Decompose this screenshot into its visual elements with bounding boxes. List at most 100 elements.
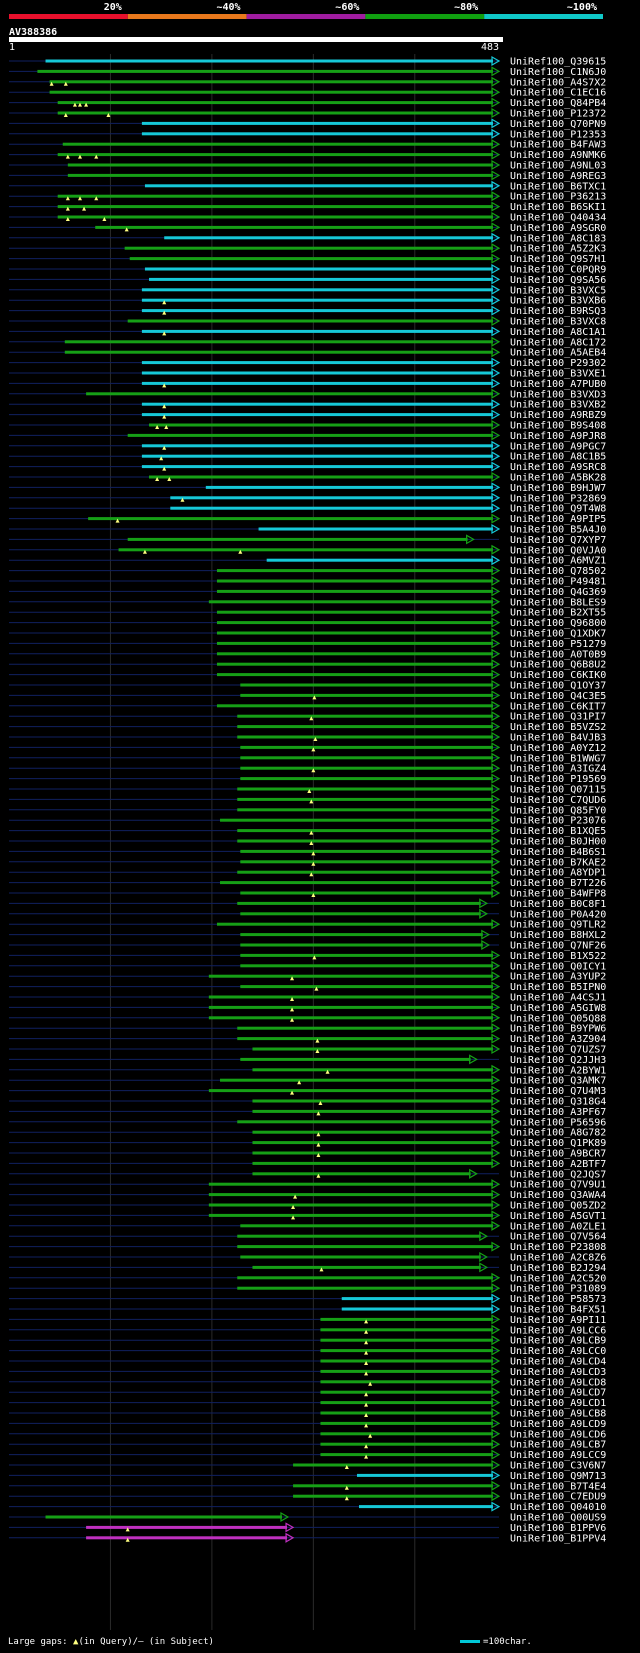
- alignment-row[interactable]: UniRef100_A9LCD3: [9, 1366, 606, 1378]
- alignment-row[interactable]: UniRef100_A8G782: [9, 1127, 606, 1139]
- alignment-row[interactable]: UniRef100_Q7UZS7: [9, 1043, 606, 1056]
- hit-label[interactable]: UniRef100_A9PGC7: [510, 441, 606, 452]
- alignment-row[interactable]: UniRef100_A9LCC0: [9, 1345, 606, 1357]
- alignment-row[interactable]: UniRef100_B9RSQ3: [9, 305, 606, 317]
- hit-label[interactable]: UniRef100_A9BCR7: [510, 1149, 606, 1160]
- alignment-row[interactable]: UniRef100_C6KIK0: [9, 669, 606, 681]
- alignment-row[interactable]: UniRef100_Q7U4M3: [9, 1085, 606, 1097]
- hit-label[interactable]: UniRef100_B5A4J0: [510, 525, 606, 536]
- alignment-row[interactable]: UniRef100_B9YPW6: [9, 1023, 606, 1035]
- hit-label[interactable]: UniRef100_A9LCD6: [510, 1429, 606, 1440]
- alignment-row[interactable]: UniRef100_C6KIT7: [9, 700, 606, 712]
- alignment-row[interactable]: UniRef100_A9LCD4: [9, 1355, 606, 1368]
- alignment-row[interactable]: UniRef100_C7QUD6: [9, 794, 606, 806]
- alignment-row[interactable]: UniRef100_P36213: [9, 191, 606, 203]
- hit-label[interactable]: UniRef100_P49481: [510, 577, 606, 588]
- alignment-row[interactable]: UniRef100_Q39615: [9, 55, 606, 68]
- hit-label[interactable]: UniRef100_C1N6J0: [510, 67, 606, 78]
- hit-label[interactable]: UniRef100_B1X522: [510, 951, 606, 962]
- alignment-row[interactable]: UniRef100_P0A420: [9, 908, 606, 920]
- hit-label[interactable]: UniRef100_Q7U4M3: [510, 1086, 606, 1097]
- alignment-row[interactable]: UniRef100_B1WWG7: [9, 752, 606, 764]
- alignment-row[interactable]: UniRef100_A9NMK6: [9, 149, 606, 161]
- alignment-row[interactable]: UniRef100_A8C183: [9, 232, 606, 244]
- hit-label[interactable]: UniRef100_B1XQE5: [510, 826, 606, 837]
- alignment-row[interactable]: UniRef100_B3VXB2: [9, 399, 606, 411]
- hit-label[interactable]: UniRef100_Q1OY37: [510, 681, 606, 692]
- alignment-row[interactable]: UniRef100_B5IPN0: [9, 981, 606, 993]
- alignment-row[interactable]: UniRef100_A8C1A1: [9, 326, 606, 338]
- hit-label[interactable]: UniRef100_B3VXC5: [510, 285, 606, 296]
- alignment-row[interactable]: UniRef100_Q04010: [9, 1501, 606, 1513]
- hit-label[interactable]: UniRef100_Q1XDK7: [510, 629, 606, 640]
- hit-label[interactable]: UniRef100_B3VXE1: [510, 369, 606, 380]
- alignment-row[interactable]: UniRef100_Q9SA56: [9, 274, 606, 286]
- alignment-row[interactable]: UniRef100_Q05ZD2: [9, 1199, 606, 1212]
- hit-label[interactable]: UniRef100_Q40434: [510, 213, 606, 224]
- alignment-row[interactable]: UniRef100_A9LCC6: [9, 1324, 606, 1336]
- alignment-row[interactable]: UniRef100_A2C8Z6: [9, 1251, 606, 1264]
- alignment-row[interactable]: UniRef100_A3Z904: [9, 1033, 606, 1045]
- hit-label[interactable]: UniRef100_A8C183: [510, 233, 606, 244]
- alignment-row[interactable]: UniRef100_A9PGC7: [9, 440, 606, 452]
- alignment-row[interactable]: UniRef100_Q7XYP7: [9, 534, 606, 546]
- alignment-row[interactable]: UniRef100_A5BK28: [9, 471, 606, 484]
- alignment-row[interactable]: UniRef100_B1XQE5: [9, 825, 606, 837]
- hit-label[interactable]: UniRef100_A9LCD3: [510, 1367, 606, 1378]
- alignment-row[interactable]: UniRef100_B3VXC5: [9, 284, 606, 296]
- alignment-row[interactable]: UniRef100_B7T4E4: [9, 1480, 606, 1492]
- alignment-row[interactable]: UniRef100_P49481: [9, 575, 606, 588]
- hit-label[interactable]: UniRef100_P58573: [510, 1294, 606, 1305]
- alignment-row[interactable]: UniRef100_C0PQR9: [9, 263, 606, 276]
- alignment-row[interactable]: UniRef100_A9LCD6: [9, 1428, 606, 1440]
- alignment-row[interactable]: UniRef100_Q9T4W8: [9, 503, 606, 515]
- hit-label[interactable]: UniRef100_C3V6N7: [510, 1461, 606, 1472]
- hit-label[interactable]: UniRef100_A8C172: [510, 337, 606, 348]
- hit-label[interactable]: UniRef100_A9SRC8: [510, 462, 606, 473]
- alignment-row[interactable]: UniRef100_A8C172: [9, 336, 606, 348]
- hit-label[interactable]: UniRef100_P0A420: [510, 909, 606, 920]
- alignment-row[interactable]: UniRef100_Q318G4: [9, 1095, 606, 1108]
- alignment-row[interactable]: UniRef100_Q1PK89: [9, 1137, 606, 1149]
- alignment-row[interactable]: UniRef100_P32869: [9, 492, 606, 504]
- alignment-row[interactable]: UniRef100_Q00US9: [9, 1511, 606, 1524]
- hit-label[interactable]: UniRef100_B9HJW7: [510, 483, 606, 494]
- alignment-row[interactable]: UniRef100_A6MVZ1: [9, 555, 606, 567]
- alignment-row[interactable]: UniRef100_A8YDP1: [9, 867, 606, 879]
- alignment-row[interactable]: UniRef100_B4B6S1: [9, 846, 606, 858]
- hit-label[interactable]: UniRef100_A3PF67: [510, 1107, 606, 1118]
- hit-label[interactable]: UniRef100_A9LCC0: [510, 1346, 606, 1357]
- hit-label[interactable]: UniRef100_B5IPN0: [510, 982, 606, 993]
- hit-label[interactable]: UniRef100_B6TXC1: [510, 181, 606, 192]
- alignment-row[interactable]: UniRef100_B3VXC8: [9, 315, 606, 328]
- hit-label[interactable]: UniRef100_B9RSQ3: [510, 306, 606, 317]
- alignment-row[interactable]: UniRef100_A7PUB0: [9, 378, 606, 390]
- alignment-row[interactable]: UniRef100_A4CSJ1: [9, 991, 606, 1004]
- hit-label[interactable]: UniRef100_A2C520: [510, 1273, 606, 1284]
- alignment-row[interactable]: UniRef100_P12353: [9, 128, 606, 140]
- hit-label[interactable]: UniRef100_B4B6S1: [510, 847, 606, 858]
- alignment-row[interactable]: UniRef100_Q96800: [9, 617, 606, 629]
- alignment-row[interactable]: UniRef100_A5GIW8: [9, 1002, 606, 1014]
- alignment-row[interactable]: UniRef100_A9SGR0: [9, 222, 606, 234]
- hit-label[interactable]: UniRef100_A3IGZ4: [510, 764, 606, 775]
- alignment-row[interactable]: UniRef100_A9PIP5: [9, 513, 606, 525]
- hit-label[interactable]: UniRef100_A2BYW1: [510, 1065, 606, 1076]
- hit-label[interactable]: UniRef100_A9PI11: [510, 1315, 606, 1326]
- alignment-row[interactable]: UniRef100_A9BCR7: [9, 1147, 606, 1160]
- hit-label[interactable]: UniRef100_B2XT55: [510, 608, 606, 619]
- hit-label[interactable]: UniRef100_A9NL03: [510, 161, 606, 172]
- alignment-row[interactable]: UniRef100_B8LES9: [9, 596, 606, 608]
- alignment-row[interactable]: UniRef100_Q0VJA0: [9, 544, 606, 556]
- alignment-row[interactable]: UniRef100_Q07115: [9, 783, 606, 796]
- hit-label[interactable]: UniRef100_B4VJB3: [510, 733, 606, 744]
- hit-label[interactable]: UniRef100_P36213: [510, 192, 606, 203]
- hit-label[interactable]: UniRef100_Q9M713: [510, 1471, 606, 1482]
- hit-label[interactable]: UniRef100_A9LCD9: [510, 1419, 606, 1430]
- hit-label[interactable]: UniRef100_A9LCC9: [510, 1450, 606, 1461]
- alignment-row[interactable]: UniRef100_B4WFP8: [9, 887, 606, 900]
- alignment-row[interactable]: UniRef100_B4FX51: [9, 1303, 606, 1316]
- hit-label[interactable]: UniRef100_B7T226: [510, 878, 606, 889]
- hit-label[interactable]: UniRef100_Q31PI7: [510, 712, 606, 723]
- alignment-row[interactable]: UniRef100_A2C520: [9, 1272, 606, 1284]
